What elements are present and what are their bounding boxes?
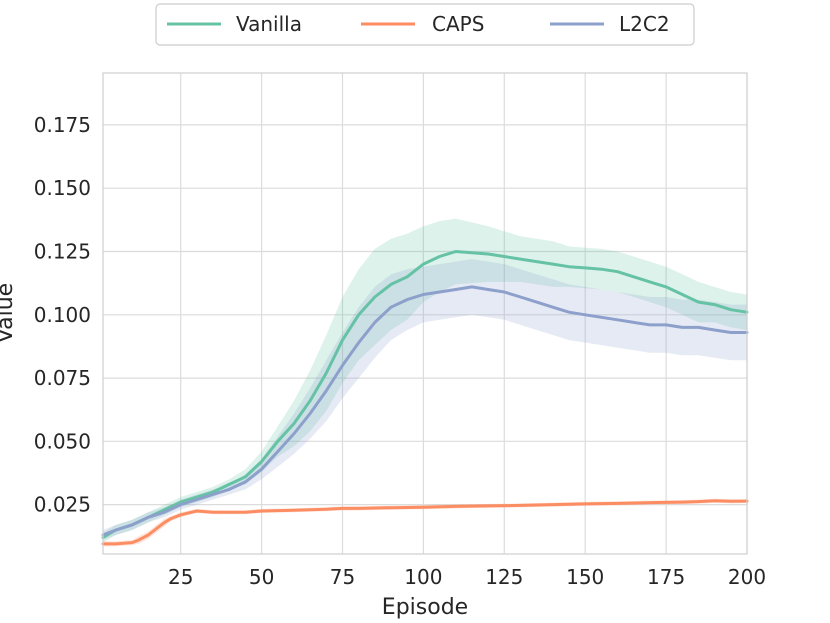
plot-background: [103, 73, 747, 554]
legend-box: [155, 3, 695, 46]
line-caps: [101, 499, 749, 546]
line-l2c2: [101, 285, 749, 537]
y-axis-ticks: 0.025 0.050 0.075 0.100 0.125 0.150 0.175: [34, 113, 91, 517]
y-tick-label: 0.125: [34, 240, 91, 264]
y-tick-label: 0.050: [34, 429, 91, 453]
band-vanilla: [103, 218, 747, 543]
line-vanilla: [101, 250, 749, 539]
y-tick-label: 0.150: [34, 176, 91, 200]
x-tick-label: 175: [647, 565, 685, 589]
x-tick-label: 75: [330, 565, 355, 589]
x-tick-label: 125: [485, 565, 523, 589]
x-tick-label: 150: [566, 565, 604, 589]
x-axis-label: Episode: [382, 595, 468, 620]
y-tick-label: 0.100: [34, 303, 91, 327]
legend-label-caps: CAPS: [432, 12, 484, 36]
x-tick-label: 25: [168, 565, 193, 589]
y-tick-label: 0.075: [34, 366, 91, 390]
x-axis-ticks: 25 50 75 100 125 150 175 200: [168, 565, 766, 589]
x-tick-label: 50: [249, 565, 274, 589]
plot-frame: [102, 72, 748, 555]
legend-label-l2c2: L2C2: [619, 12, 670, 36]
x-tick-label: 200: [728, 565, 766, 589]
series-lines: [101, 250, 749, 546]
y-tick-label: 0.175: [34, 113, 91, 137]
x-tick-label: 100: [404, 565, 442, 589]
legend: Vanilla CAPS L2C2: [155, 3, 695, 46]
y-tick-label: 0.025: [34, 493, 91, 517]
legend-label-vanilla: Vanilla: [236, 12, 302, 36]
band-l2c2: [103, 259, 747, 541]
y-axis-label: Value: [0, 283, 18, 343]
